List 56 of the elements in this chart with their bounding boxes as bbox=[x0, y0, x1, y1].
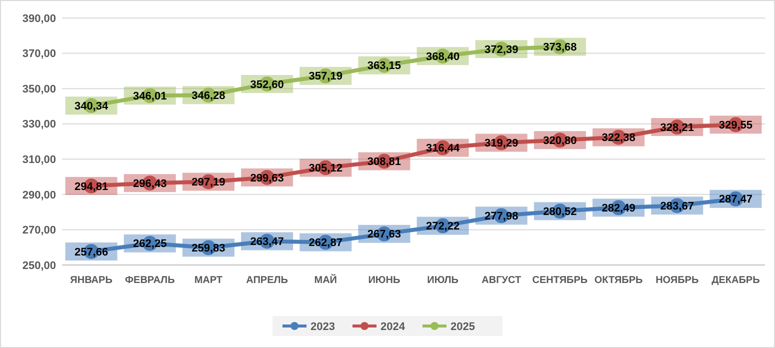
data-label: 329,55 bbox=[718, 120, 753, 132]
y-tick-label: 250,00 bbox=[22, 260, 56, 272]
x-tick-label: НОЯБРЬ bbox=[656, 275, 699, 286]
x-tick-label: ИЮНЬ bbox=[368, 275, 400, 286]
data-label: 296,43 bbox=[133, 178, 167, 190]
data-label: 357,19 bbox=[308, 70, 342, 83]
x-tick-label: АПРЕЛЬ bbox=[246, 275, 288, 286]
data-label: 368,40 bbox=[426, 50, 460, 63]
data-label: 259,83 bbox=[192, 242, 226, 255]
y-tick-label: 290,00 bbox=[22, 189, 56, 202]
data-label: 297,19 bbox=[192, 176, 226, 189]
legend-label: 2024 bbox=[380, 320, 406, 333]
x-tick-label: МАЙ bbox=[314, 273, 337, 286]
data-label: 340,34 bbox=[74, 100, 109, 112]
data-label: 346,28 bbox=[192, 90, 226, 102]
data-label: 308,81 bbox=[367, 156, 402, 168]
data-label: 283,67 bbox=[660, 200, 694, 212]
data-label: 328,21 bbox=[660, 122, 694, 134]
data-label: 287,47 bbox=[718, 194, 753, 206]
data-label: 262,25 bbox=[133, 238, 167, 250]
data-label: 305,12 bbox=[308, 162, 342, 175]
data-label: 294,81 bbox=[74, 180, 108, 193]
legend-label: 2023 bbox=[310, 320, 335, 333]
x-tick-label: ЯНВАРЬ bbox=[70, 275, 112, 286]
data-label: 277,98 bbox=[484, 210, 518, 222]
y-tick-label: 370,00 bbox=[22, 48, 56, 60]
data-label: 262,87 bbox=[308, 237, 342, 250]
data-label: 352,60 bbox=[250, 78, 284, 91]
y-tick-label: 350,00 bbox=[22, 83, 56, 96]
legend-label: 2025 bbox=[450, 320, 475, 333]
x-tick-label: СЕНТЯБРЬ bbox=[532, 275, 588, 286]
x-tick-label: МАРТ bbox=[194, 275, 223, 286]
x-tick-label: ОКТЯБРЬ bbox=[594, 275, 643, 286]
y-tick-label: 310,00 bbox=[22, 154, 56, 166]
data-label: 346,01 bbox=[133, 90, 167, 102]
x-tick-label: ФЕВРАЛЬ bbox=[124, 275, 175, 286]
y-tick-label: 270,00 bbox=[22, 224, 56, 237]
x-tick-label: АВГУСТ bbox=[482, 275, 522, 286]
x-tick-label: ИЮЛЬ bbox=[427, 275, 458, 286]
data-label: 257,66 bbox=[74, 246, 108, 258]
data-label: 372,39 bbox=[484, 44, 518, 56]
data-label: 363,15 bbox=[367, 60, 402, 72]
data-label: 282,49 bbox=[602, 202, 636, 215]
data-label: 272,22 bbox=[426, 220, 460, 233]
data-label: 320,80 bbox=[543, 134, 577, 147]
data-label: 280,52 bbox=[543, 206, 577, 218]
data-label: 316,44 bbox=[426, 142, 460, 155]
data-label: 319,29 bbox=[484, 138, 518, 150]
data-label: 267,63 bbox=[367, 228, 402, 241]
data-label: 263,47 bbox=[250, 236, 284, 248]
data-label: 299,63 bbox=[250, 172, 284, 184]
data-label: 322,38 bbox=[602, 132, 636, 144]
data-label: 373,68 bbox=[543, 42, 577, 54]
y-tick-label: 390,00 bbox=[22, 12, 56, 25]
x-tick-label: ДЕКАБРЬ bbox=[712, 275, 760, 286]
y-tick-label: 330,00 bbox=[22, 118, 56, 131]
